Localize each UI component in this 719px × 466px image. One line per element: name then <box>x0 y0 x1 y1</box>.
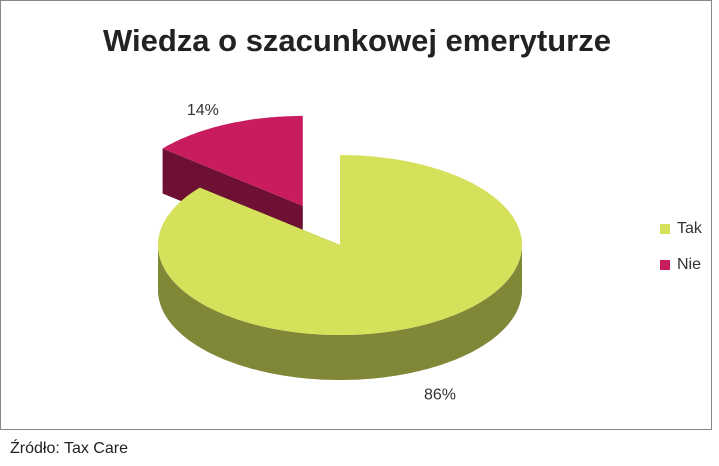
legend-label: Nie <box>677 256 701 273</box>
legend-label: Tak <box>677 220 703 237</box>
data-label: 86% <box>424 386 456 403</box>
data-label: 14% <box>187 102 219 119</box>
slice <box>162 115 303 206</box>
slice <box>158 155 522 335</box>
slice-wall <box>158 245 522 380</box>
legend-swatch <box>660 224 670 234</box>
chart-title: Wiedza o szacunkowej emeryturze <box>103 23 611 58</box>
legend-swatch <box>660 260 670 270</box>
source-note: Źródło: Tax Care <box>10 438 128 457</box>
